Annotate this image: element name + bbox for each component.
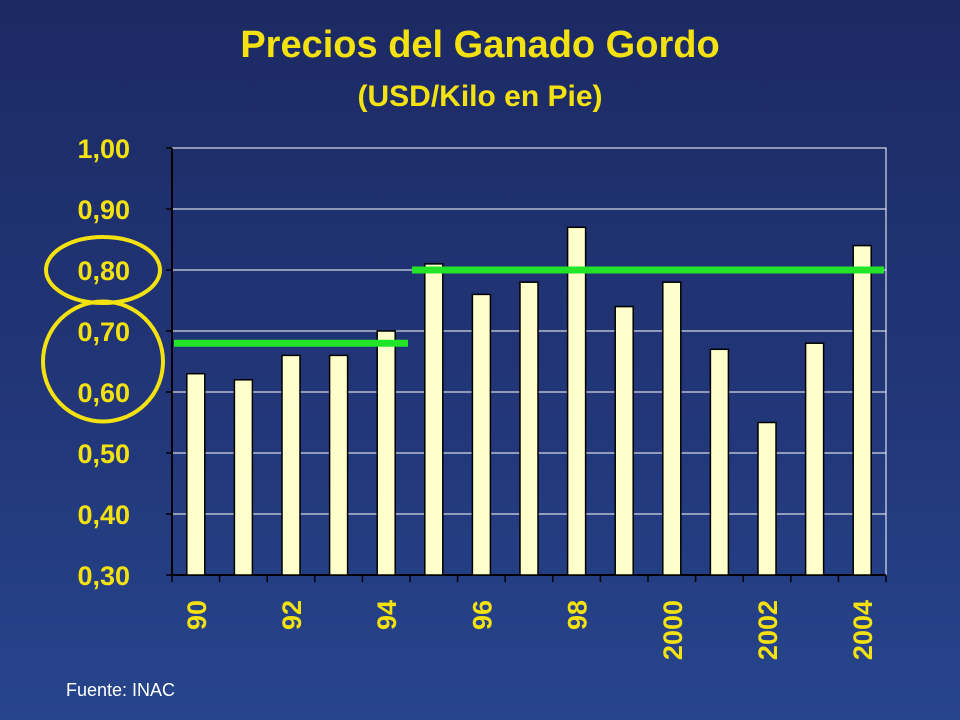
bar (471, 293, 492, 576)
bar (186, 372, 206, 576)
y-tick-label: 1,00 (77, 134, 130, 164)
y-tick-label: 0,50 (77, 439, 130, 469)
highlight-circle (41, 299, 165, 424)
y-tick-label: 0,30 (77, 561, 130, 591)
y-tick-label: 0,90 (77, 195, 130, 225)
bar (662, 281, 682, 576)
x-tick-label: 98 (563, 600, 593, 630)
x-tick-label: 94 (372, 600, 402, 630)
y-tick-label: 0,80 (77, 256, 130, 286)
chart-title: Precios del Ganado Gordo (240, 24, 720, 66)
x-tick-label: 2002 (753, 600, 783, 660)
chart-subtitle: (USD/Kilo en Pie) (357, 80, 603, 113)
bar (233, 379, 254, 576)
x-tick-label: 92 (277, 600, 307, 630)
x-tick-label: 90 (182, 600, 212, 630)
bar (709, 348, 730, 576)
bar (757, 421, 777, 576)
y-tick-label: 0,70 (77, 317, 130, 347)
x-tick-label: 96 (467, 600, 497, 630)
bar (804, 342, 825, 576)
bar (614, 305, 634, 576)
source-note: Fuente: INAC (66, 680, 176, 700)
y-tick-label: 0,40 (77, 500, 130, 530)
bar (424, 263, 444, 576)
bar (376, 330, 396, 576)
bar (566, 226, 587, 576)
bar (852, 244, 872, 576)
bar (519, 281, 539, 576)
bar (328, 354, 349, 576)
y-tick-label: 0,60 (77, 378, 130, 408)
bar (281, 354, 301, 576)
x-tick-label: 2004 (848, 600, 878, 660)
x-tick-label: 2000 (658, 600, 688, 660)
